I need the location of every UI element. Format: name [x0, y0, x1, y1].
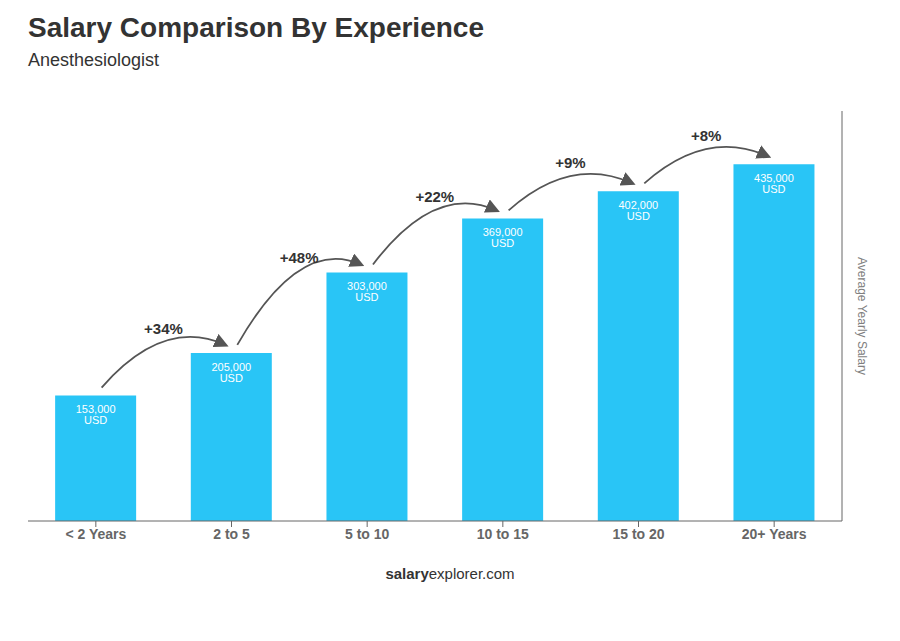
svg-text:15 to 20: 15 to 20 [612, 526, 664, 542]
svg-text:Average Yearly Salary: Average Yearly Salary [855, 257, 869, 375]
svg-text:+34%: +34% [144, 320, 183, 337]
svg-text:+9%: +9% [555, 154, 585, 171]
svg-text:402,000USD: 402,000USD [618, 199, 658, 222]
svg-text:10 to 15: 10 to 15 [477, 526, 529, 542]
html-text:salary explorer.com: salary explorer.com [385, 565, 515, 582]
svg-text:< 2 Years: < 2 Years [65, 526, 126, 542]
svg-text:153,000USD: 153,000USD [76, 403, 116, 426]
svg-text:+48%: +48% [280, 249, 319, 266]
svg-text:303,000USD: 303,000USD [347, 280, 387, 303]
svg-text:+8%: +8% [691, 127, 721, 144]
html-text:Anesthesiologist: Anesthesiologist [28, 50, 160, 70]
svg-text:369,000USD: 369,000USD [483, 226, 523, 249]
svg-text:2 to 5: 2 to 5 [213, 526, 250, 542]
svg-text:435,000USD: 435,000USD [754, 172, 794, 195]
svg-text:+22%: +22% [415, 188, 454, 205]
svg-text:20+ Years: 20+ Years [742, 526, 807, 542]
html-text:Salary Comparison By Experienc: Salary Comparison By Experience [28, 12, 484, 43]
svg-text:205,000USD: 205,000USD [211, 361, 251, 384]
svg-text:5 to 10: 5 to 10 [345, 526, 390, 542]
